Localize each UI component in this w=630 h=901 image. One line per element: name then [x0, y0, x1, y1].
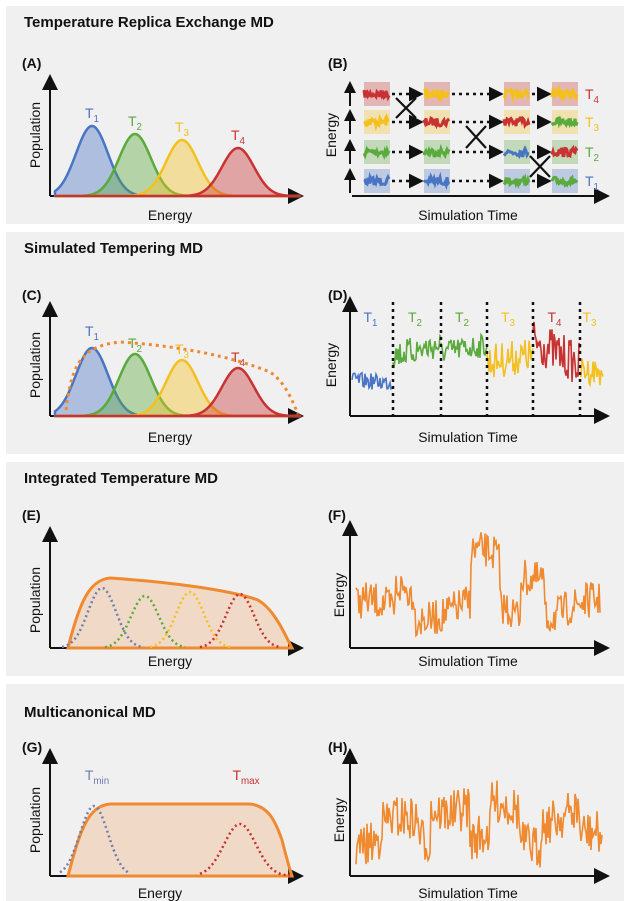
panel-B-trajectory-segment	[422, 143, 451, 160]
panel-A-temp-label-3: T3	[175, 119, 190, 139]
panel-D-temp-label-4: T3	[501, 309, 516, 329]
section-title-integrated-temperature: Integrated Temperature MD	[24, 470, 218, 487]
panel-C-label: (C)	[22, 287, 41, 303]
panel-B-temp-label-4: T4	[585, 86, 600, 106]
panel-A-label: (A)	[22, 55, 41, 71]
panel-H-ylabel: Energy	[331, 798, 347, 842]
panel-D-temp-label-1: T1	[363, 309, 377, 329]
panel-C-envelope	[64, 340, 300, 415]
panel-C-xlabel: Energy	[148, 429, 192, 445]
panel-F-label: (F)	[328, 507, 346, 523]
panel-B-trajectory-segment	[363, 171, 391, 188]
panel-B-trajectory-segment	[362, 145, 391, 160]
panel-F-ylabel: Energy	[331, 573, 347, 617]
panel-D-trajectory-segment-6	[579, 358, 604, 388]
panel-C-temp-label-4: T4	[231, 349, 246, 369]
panel-E-xlabel: Energy	[148, 653, 192, 669]
panel-B-trajectory-segment	[502, 115, 531, 129]
panel-H-xlabel: Simulation Time	[418, 885, 518, 901]
panel-F-trajectory	[355, 532, 601, 638]
panel-B-ylabel: Energy	[323, 113, 339, 157]
panel-B-temp-label-2: T2	[585, 144, 599, 164]
panel-G-tmax-label: Tmax	[232, 767, 259, 787]
panel-B-label: (B)	[328, 55, 347, 71]
panel-C-temp-label-1: T1	[85, 323, 99, 343]
panel-H-label: (H)	[328, 739, 347, 755]
panel-C-distribution-4	[55, 366, 302, 418]
panel-D-label: (D)	[328, 287, 347, 303]
panel-B-temp-label-3: T3	[585, 114, 600, 134]
panel-E-ylabel: Population	[27, 567, 43, 633]
panel-D-xlabel: Simulation Time	[418, 429, 518, 445]
panel-B-trajectory-segment	[362, 88, 391, 102]
panel-C-ylabel: Population	[27, 332, 43, 398]
panel-D-trajectory-segment-2	[392, 333, 442, 369]
panel-B-trajectory-segment	[550, 144, 579, 159]
panel-G-label: (G)	[22, 739, 42, 755]
panel-B-trajectory-segment	[550, 174, 579, 189]
panel-G-envelope	[66, 802, 295, 878]
panel-B-temp-label-1: T1	[585, 173, 599, 193]
panel-D-temp-label-3: T2	[455, 309, 469, 329]
panel-B-exchange-cross	[395, 97, 417, 119]
panel-D-temp-label-5: T4	[547, 309, 562, 329]
panel-B-trajectory-segment	[550, 84, 579, 103]
section-multicanonical	[6, 684, 624, 901]
section-replica-exchange	[6, 6, 624, 224]
panel-B-exchange-cross	[465, 125, 487, 149]
panel-D-trajectory-segment-1	[351, 371, 393, 391]
panel-D-temp-label-2: T2	[408, 309, 422, 329]
panel-G-tmax-distribution	[199, 822, 291, 877]
panel-B-trajectory-segment	[423, 86, 450, 103]
panel-D-temp-label-6: T3	[582, 309, 597, 329]
panel-E-label: (E)	[22, 507, 41, 523]
panel-A-temp-label-1: T1	[85, 105, 99, 125]
panel-H-trajectory	[355, 780, 603, 868]
panel-A-temp-label-4: T4	[231, 127, 246, 147]
panel-B-trajectory-segment	[550, 115, 579, 129]
panel-F-xlabel: Simulation Time	[418, 653, 518, 669]
panel-B-exchange-cross	[529, 155, 551, 178]
panel-C-temp-label-2: T2	[128, 335, 142, 355]
section-title-replica-exchange: Temperature Replica Exchange MD	[24, 14, 274, 31]
panel-B-xlabel: Simulation Time	[418, 207, 518, 223]
panel-C-temp-label-3: T3	[175, 341, 190, 361]
panel-G-xlabel: Energy	[138, 885, 182, 901]
panel-B-trajectory-segment	[502, 144, 530, 160]
section-title-multicanonical: Multicanonical MD	[24, 704, 156, 721]
panel-B-trajectory-segment	[502, 173, 531, 190]
panel-E-temp-distribution-3	[149, 590, 231, 649]
panel-G-tmin-label: Tmin	[85, 767, 109, 787]
panel-E-envelope	[66, 576, 295, 650]
panel-B-trajectory-segment	[422, 115, 451, 130]
panel-A-ylabel: Population	[27, 102, 43, 168]
panel-B-trajectory-segment	[363, 112, 390, 132]
panel-A-xlabel: Energy	[148, 207, 192, 223]
panel-D-trajectory-segment-5	[532, 321, 581, 383]
panel-B-trajectory-segment	[502, 87, 531, 104]
section-integrated-temperature	[6, 462, 624, 676]
panel-D-ylabel: Energy	[323, 343, 339, 387]
section-title-simulated-tempering: Simulated Tempering MD	[24, 240, 203, 257]
panel-D-trajectory-segment-3	[440, 332, 488, 361]
panel-B-trajectory-segment	[422, 171, 451, 191]
panel-A-temp-label-2: T2	[128, 113, 142, 133]
panel-E-temp-distribution-4	[199, 592, 281, 649]
panel-D-trajectory-segment-4	[486, 339, 534, 378]
panel-G-tmin-distribution	[59, 804, 131, 875]
panel-A-distribution-4	[55, 146, 302, 198]
panel-G-ylabel: Population	[27, 787, 43, 853]
panel-E-temp-distribution-2	[104, 594, 186, 649]
panel-E-temp-distribution-1	[61, 586, 143, 649]
